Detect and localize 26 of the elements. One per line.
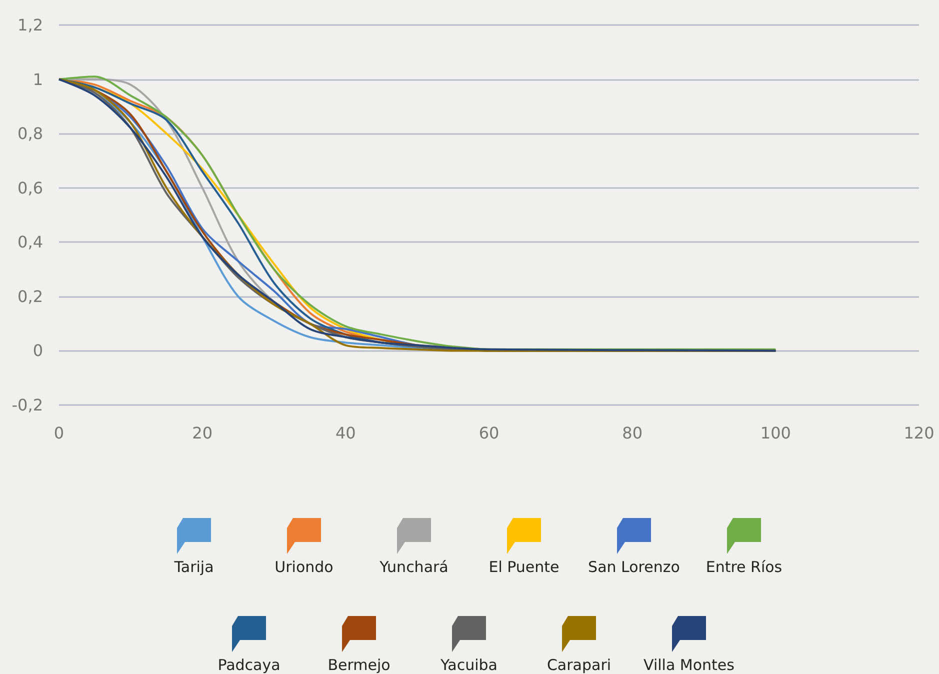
legend-label: Bermejo (328, 656, 390, 674)
x-tick-label: 20 (192, 424, 213, 442)
y-tick-label: 0,6 (18, 178, 43, 198)
legend-label: Entre Ríos (706, 558, 782, 576)
x-tick-label: 0 (54, 424, 64, 442)
legend-label: Padcaya (218, 656, 280, 674)
legend-label: San Lorenzo (588, 558, 680, 576)
legend-label: El Puente (488, 558, 560, 576)
y-tick-label: 1 (32, 70, 43, 89)
y-tick-label: -0,2 (12, 396, 43, 414)
legend-label: Tarija (174, 558, 214, 576)
legend-label: Yacuiba (440, 656, 498, 674)
legend-label: Yunchará (380, 558, 448, 576)
y-tick-label: 0,8 (18, 124, 43, 144)
y-tick-label: 0 (32, 341, 43, 360)
x-tick-label: 80 (622, 424, 643, 442)
legend-label: Carapari (546, 656, 612, 674)
y-tick-label: 1,2 (18, 16, 43, 34)
x-tick-label: 60 (478, 424, 500, 442)
legend-label: Uriondo (274, 558, 334, 576)
x-tick-label: 120 (904, 424, 934, 442)
y-tick-label: 0,4 (18, 232, 43, 252)
x-tick-label: 40 (335, 424, 356, 442)
y-tick-label: 0,2 (18, 286, 43, 306)
x-tick-label: 100 (760, 424, 791, 442)
legend-label: Villa Montes (644, 656, 734, 674)
